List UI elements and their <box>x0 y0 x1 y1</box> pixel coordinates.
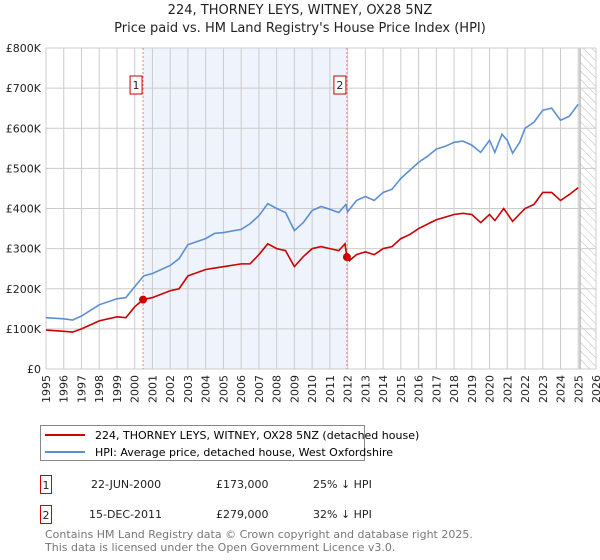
x-tick-label: 2004 <box>200 375 213 403</box>
y-tick-label: £500K <box>6 162 42 175</box>
y-tick-label: £800K <box>6 42 42 55</box>
x-tick-label: 2012 <box>342 375 355 403</box>
x-tick-label: 2007 <box>253 375 266 403</box>
legend-swatch-red <box>45 434 85 436</box>
property-price-line <box>45 187 579 333</box>
x-tick-label: 2021 <box>501 375 514 403</box>
y-tick-label: £400K <box>6 203 42 216</box>
y-tick-label: £300K <box>6 243 42 256</box>
plot-area: 1995 1996 1997 1998 1999 2000 2001 2002 2003 2004… <box>6 42 600 403</box>
sale-badge: 2 <box>40 505 52 524</box>
x-tick-label: 2005 <box>217 375 230 403</box>
sale-delta: 32% ↓ HPI <box>313 508 372 521</box>
x-tick-label: 2025 <box>572 375 585 403</box>
sale-label: 1 <box>133 79 140 92</box>
sale-price: £279,000 <box>216 508 269 521</box>
x-tick-label: 2008 <box>271 375 284 403</box>
x-tick-label: 2017 <box>430 375 443 403</box>
hpi-line <box>45 103 579 321</box>
x-tick-label: 2020 <box>484 375 497 403</box>
sale-date: 15-DEC-2011 <box>89 508 163 521</box>
sale-date: 22-JUN-2000 <box>91 478 162 491</box>
x-tick-label: 2002 <box>164 375 177 403</box>
x-tick-label: 2011 <box>324 375 337 403</box>
sale-price: £173,000 <box>216 478 269 491</box>
footer: Contains HM Land Registry data © Crown c… <box>45 528 473 554</box>
x-tick-label: 2000 <box>129 375 142 403</box>
sale-row-1: 1 22-JUN-2000 £173,000 25% ↓ HPI <box>40 475 440 495</box>
chart-title: 224, THORNEY LEYS, WITNEY, OX28 5NZ <box>167 3 433 18</box>
x-tick-label: 2003 <box>182 375 195 403</box>
x-tick-label: 2018 <box>448 375 461 403</box>
x-tick-label: 1997 <box>75 375 88 403</box>
footer-line-2: This data is licensed under the Open Gov… <box>45 541 396 554</box>
x-tick-label: 2016 <box>413 375 426 403</box>
sale-point <box>342 253 351 262</box>
x-tick-label: 1995 <box>40 375 53 403</box>
sale-row-2: 2 15-DEC-2011 £279,000 32% ↓ HPI <box>40 505 440 525</box>
x-tick-label: 2023 <box>537 375 550 403</box>
x-tick-label: 1998 <box>93 375 106 403</box>
chart-subtitle: Price paid vs. HM Land Registry's House … <box>114 21 486 36</box>
x-tick-label: 2022 <box>519 375 532 403</box>
x-tick-label: 2009 <box>288 375 301 403</box>
sale-badge: 1 <box>40 475 52 494</box>
legend-swatch-blue <box>45 451 85 453</box>
x-tick-label: 2015 <box>395 375 408 403</box>
sale-point <box>139 295 148 304</box>
sale-label: 2 <box>336 79 343 92</box>
legend: 224, THORNEY LEYS, WITNEY, OX28 5NZ (det… <box>40 425 419 461</box>
y-tick-label: £200K <box>6 283 42 296</box>
legend-label: HPI: Average price, detached house, West… <box>95 445 394 459</box>
legend-item-property: 224, THORNEY LEYS, WITNEY, OX28 5NZ (det… <box>45 427 419 443</box>
x-tick-label: 2026 <box>590 375 600 403</box>
sale-label-box <box>333 75 347 95</box>
y-tick-label: £100K <box>6 323 42 336</box>
y-tick-label: £600K <box>6 122 42 135</box>
footer-line-1: Contains HM Land Registry data © Crown c… <box>45 528 473 541</box>
sale-delta: 25% ↓ HPI <box>313 478 372 491</box>
sale-label-box <box>129 75 143 95</box>
x-tick-label: 2001 <box>146 375 159 403</box>
x-tick-label: 1996 <box>58 375 71 403</box>
x-tick-label: 1999 <box>111 375 124 403</box>
x-tick-label: 2013 <box>359 375 372 403</box>
legend-item-hpi: HPI: Average price, detached house, West… <box>45 444 393 460</box>
x-tick-label: 2006 <box>235 375 248 403</box>
y-tick-label: £700K <box>6 82 42 95</box>
x-tick-label: 2010 <box>306 375 319 403</box>
legend-label: 224, THORNEY LEYS, WITNEY, OX28 5NZ (det… <box>95 428 420 442</box>
x-tick-label: 2019 <box>466 375 479 403</box>
x-tick-label: 2024 <box>555 375 568 403</box>
y-tick-label: £0 <box>27 363 41 376</box>
x-tick-label: 2014 <box>377 375 390 403</box>
